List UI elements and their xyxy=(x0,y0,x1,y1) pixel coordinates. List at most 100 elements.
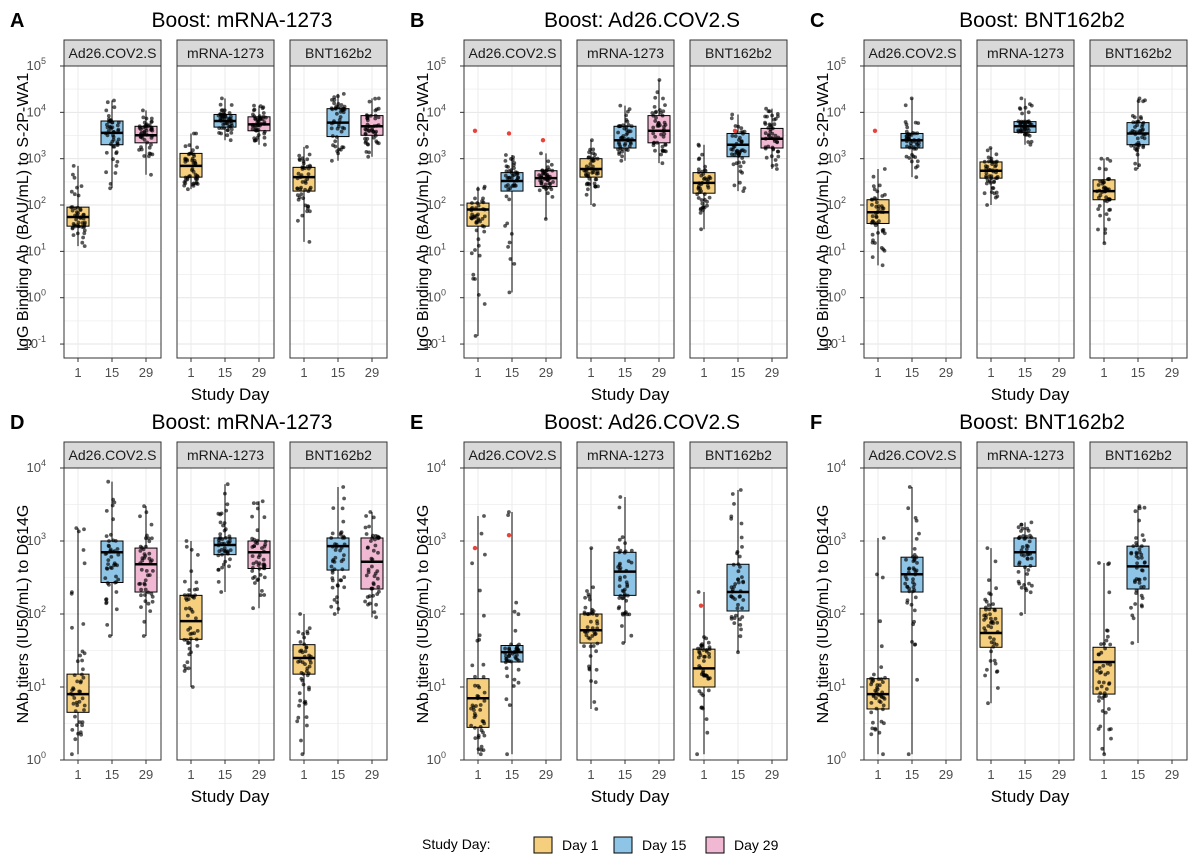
data-point xyxy=(731,595,735,600)
data-point xyxy=(185,660,190,665)
data-point xyxy=(1142,505,1147,510)
facet-strip xyxy=(463,39,562,67)
data-point xyxy=(223,114,228,118)
data-point xyxy=(595,641,600,646)
data-point xyxy=(914,175,919,180)
data-point xyxy=(1134,565,1139,570)
facet-Ad26.COV2.S: Ad26.COV2.S1 15 29 xyxy=(863,39,962,380)
data-point xyxy=(115,123,120,128)
data-point xyxy=(149,116,154,121)
data-point xyxy=(874,690,879,695)
box-day-15 xyxy=(500,510,524,757)
data-point xyxy=(621,123,625,128)
data-point xyxy=(993,559,998,564)
data-point xyxy=(1132,129,1137,134)
data-point xyxy=(77,699,82,704)
data-point xyxy=(475,696,480,701)
data-point xyxy=(620,611,625,616)
data-point xyxy=(151,569,155,573)
data-point xyxy=(255,501,260,506)
data-point xyxy=(1095,668,1100,673)
facet-border xyxy=(689,467,788,761)
data-point xyxy=(147,154,151,159)
data-point xyxy=(729,585,734,590)
facet-border xyxy=(463,65,562,359)
data-point xyxy=(982,618,986,622)
data-point xyxy=(1143,132,1147,137)
data-point xyxy=(332,98,337,102)
data-point xyxy=(1019,612,1024,616)
data-point xyxy=(1108,642,1113,647)
box-day-29 xyxy=(134,108,158,177)
facet-strip-label: Ad26.COV2.S xyxy=(869,45,957,61)
data-point xyxy=(482,733,487,738)
data-point xyxy=(875,200,879,205)
data-point xyxy=(473,248,477,252)
data-point xyxy=(738,488,743,492)
data-point xyxy=(150,133,155,138)
data-point xyxy=(595,626,600,631)
data-point xyxy=(105,125,110,130)
data-point xyxy=(1029,535,1034,540)
y-tick-exponent: 2 xyxy=(41,195,46,205)
data-point xyxy=(307,626,312,631)
data-point xyxy=(219,108,224,113)
x-tick-label: 15 xyxy=(905,767,919,782)
data-point xyxy=(872,187,877,192)
data-point xyxy=(364,150,369,154)
data-point xyxy=(333,139,338,144)
data-point xyxy=(882,721,886,726)
data-point xyxy=(653,119,658,123)
y-tick-exponent: 1 xyxy=(41,677,46,687)
data-point xyxy=(75,679,80,684)
data-point xyxy=(881,536,886,540)
y-tick-exponent: 3 xyxy=(41,149,46,159)
data-point xyxy=(251,566,255,570)
data-point xyxy=(550,168,555,173)
data-point xyxy=(876,677,881,681)
data-point xyxy=(504,153,508,157)
data-point xyxy=(341,92,346,96)
data-point xyxy=(990,186,995,190)
data-point xyxy=(916,143,921,148)
data-point xyxy=(774,163,779,167)
data-point xyxy=(874,706,879,711)
data-point xyxy=(364,573,369,578)
data-point xyxy=(1130,613,1135,618)
x-axis-label: Study Day xyxy=(191,787,270,806)
data-point xyxy=(299,648,304,653)
data-point xyxy=(588,611,592,616)
data-point xyxy=(874,214,879,219)
data-point xyxy=(739,627,743,632)
data-point xyxy=(696,170,701,175)
data-point xyxy=(661,129,666,133)
data-point xyxy=(700,201,705,206)
data-point xyxy=(474,206,478,211)
data-point xyxy=(702,192,707,197)
data-point xyxy=(376,141,381,146)
data-point xyxy=(1134,591,1138,595)
data-point xyxy=(70,590,74,594)
data-point xyxy=(221,523,225,528)
data-point xyxy=(299,192,304,197)
data-point xyxy=(228,536,232,541)
data-point xyxy=(71,172,75,177)
data-point xyxy=(706,688,711,693)
data-point xyxy=(224,121,229,126)
data-point xyxy=(82,231,87,236)
data-point xyxy=(220,565,225,570)
x-tick-label: 29 xyxy=(1052,767,1066,782)
facet-border xyxy=(1089,467,1188,761)
data-point xyxy=(912,588,917,593)
box-day-1 xyxy=(866,128,890,268)
legend: Study Day: Day 1 Day 15 Day 29 xyxy=(422,836,779,854)
data-point xyxy=(883,675,887,680)
x-tick-label: 29 xyxy=(652,365,666,380)
data-point xyxy=(104,108,109,113)
data-point xyxy=(875,686,879,690)
data-point xyxy=(1023,586,1028,591)
data-point xyxy=(79,184,84,189)
data-point xyxy=(1096,207,1101,212)
